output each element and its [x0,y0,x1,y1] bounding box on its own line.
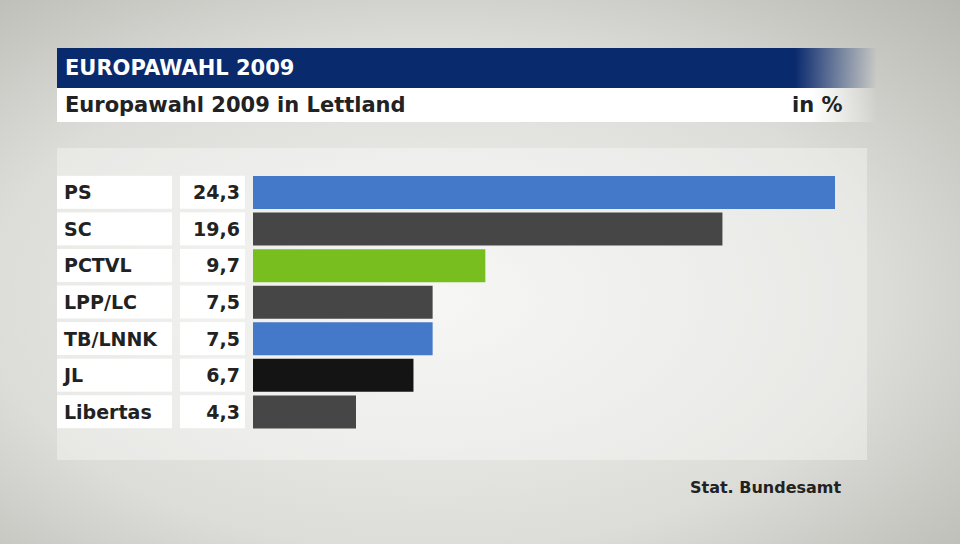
html-text:EUROPAWAHL 2009: EUROPAWAHL 2009 [65,56,295,80]
svg-text:7,5: 7,5 [206,291,240,313]
svg-text:Libertas: Libertas [64,401,152,423]
svg-text:TB/LNNK: TB/LNNK [64,328,158,350]
html-text:in %: in % [792,93,843,117]
html-text:Stat. Bundesamt: Stat. Bundesamt [690,478,842,497]
svg-text:9,7: 9,7 [206,254,240,276]
svg-text:SC: SC [64,218,92,240]
svg-text:JL: JL [62,364,83,386]
svg-text:7,5: 7,5 [206,328,240,350]
svg-text:4,3: 4,3 [206,401,240,423]
svg-text:PCTVL: PCTVL [64,254,132,276]
svg-text:19,6: 19,6 [193,218,240,240]
svg-text:LPP/LC: LPP/LC [64,291,137,313]
svg-text:24,3: 24,3 [193,181,240,203]
svg-text:6,7: 6,7 [206,364,240,386]
svg-text:PS: PS [64,181,92,203]
html-text:Europawahl 2009 in Lettland: Europawahl 2009 in Lettland [65,93,406,117]
